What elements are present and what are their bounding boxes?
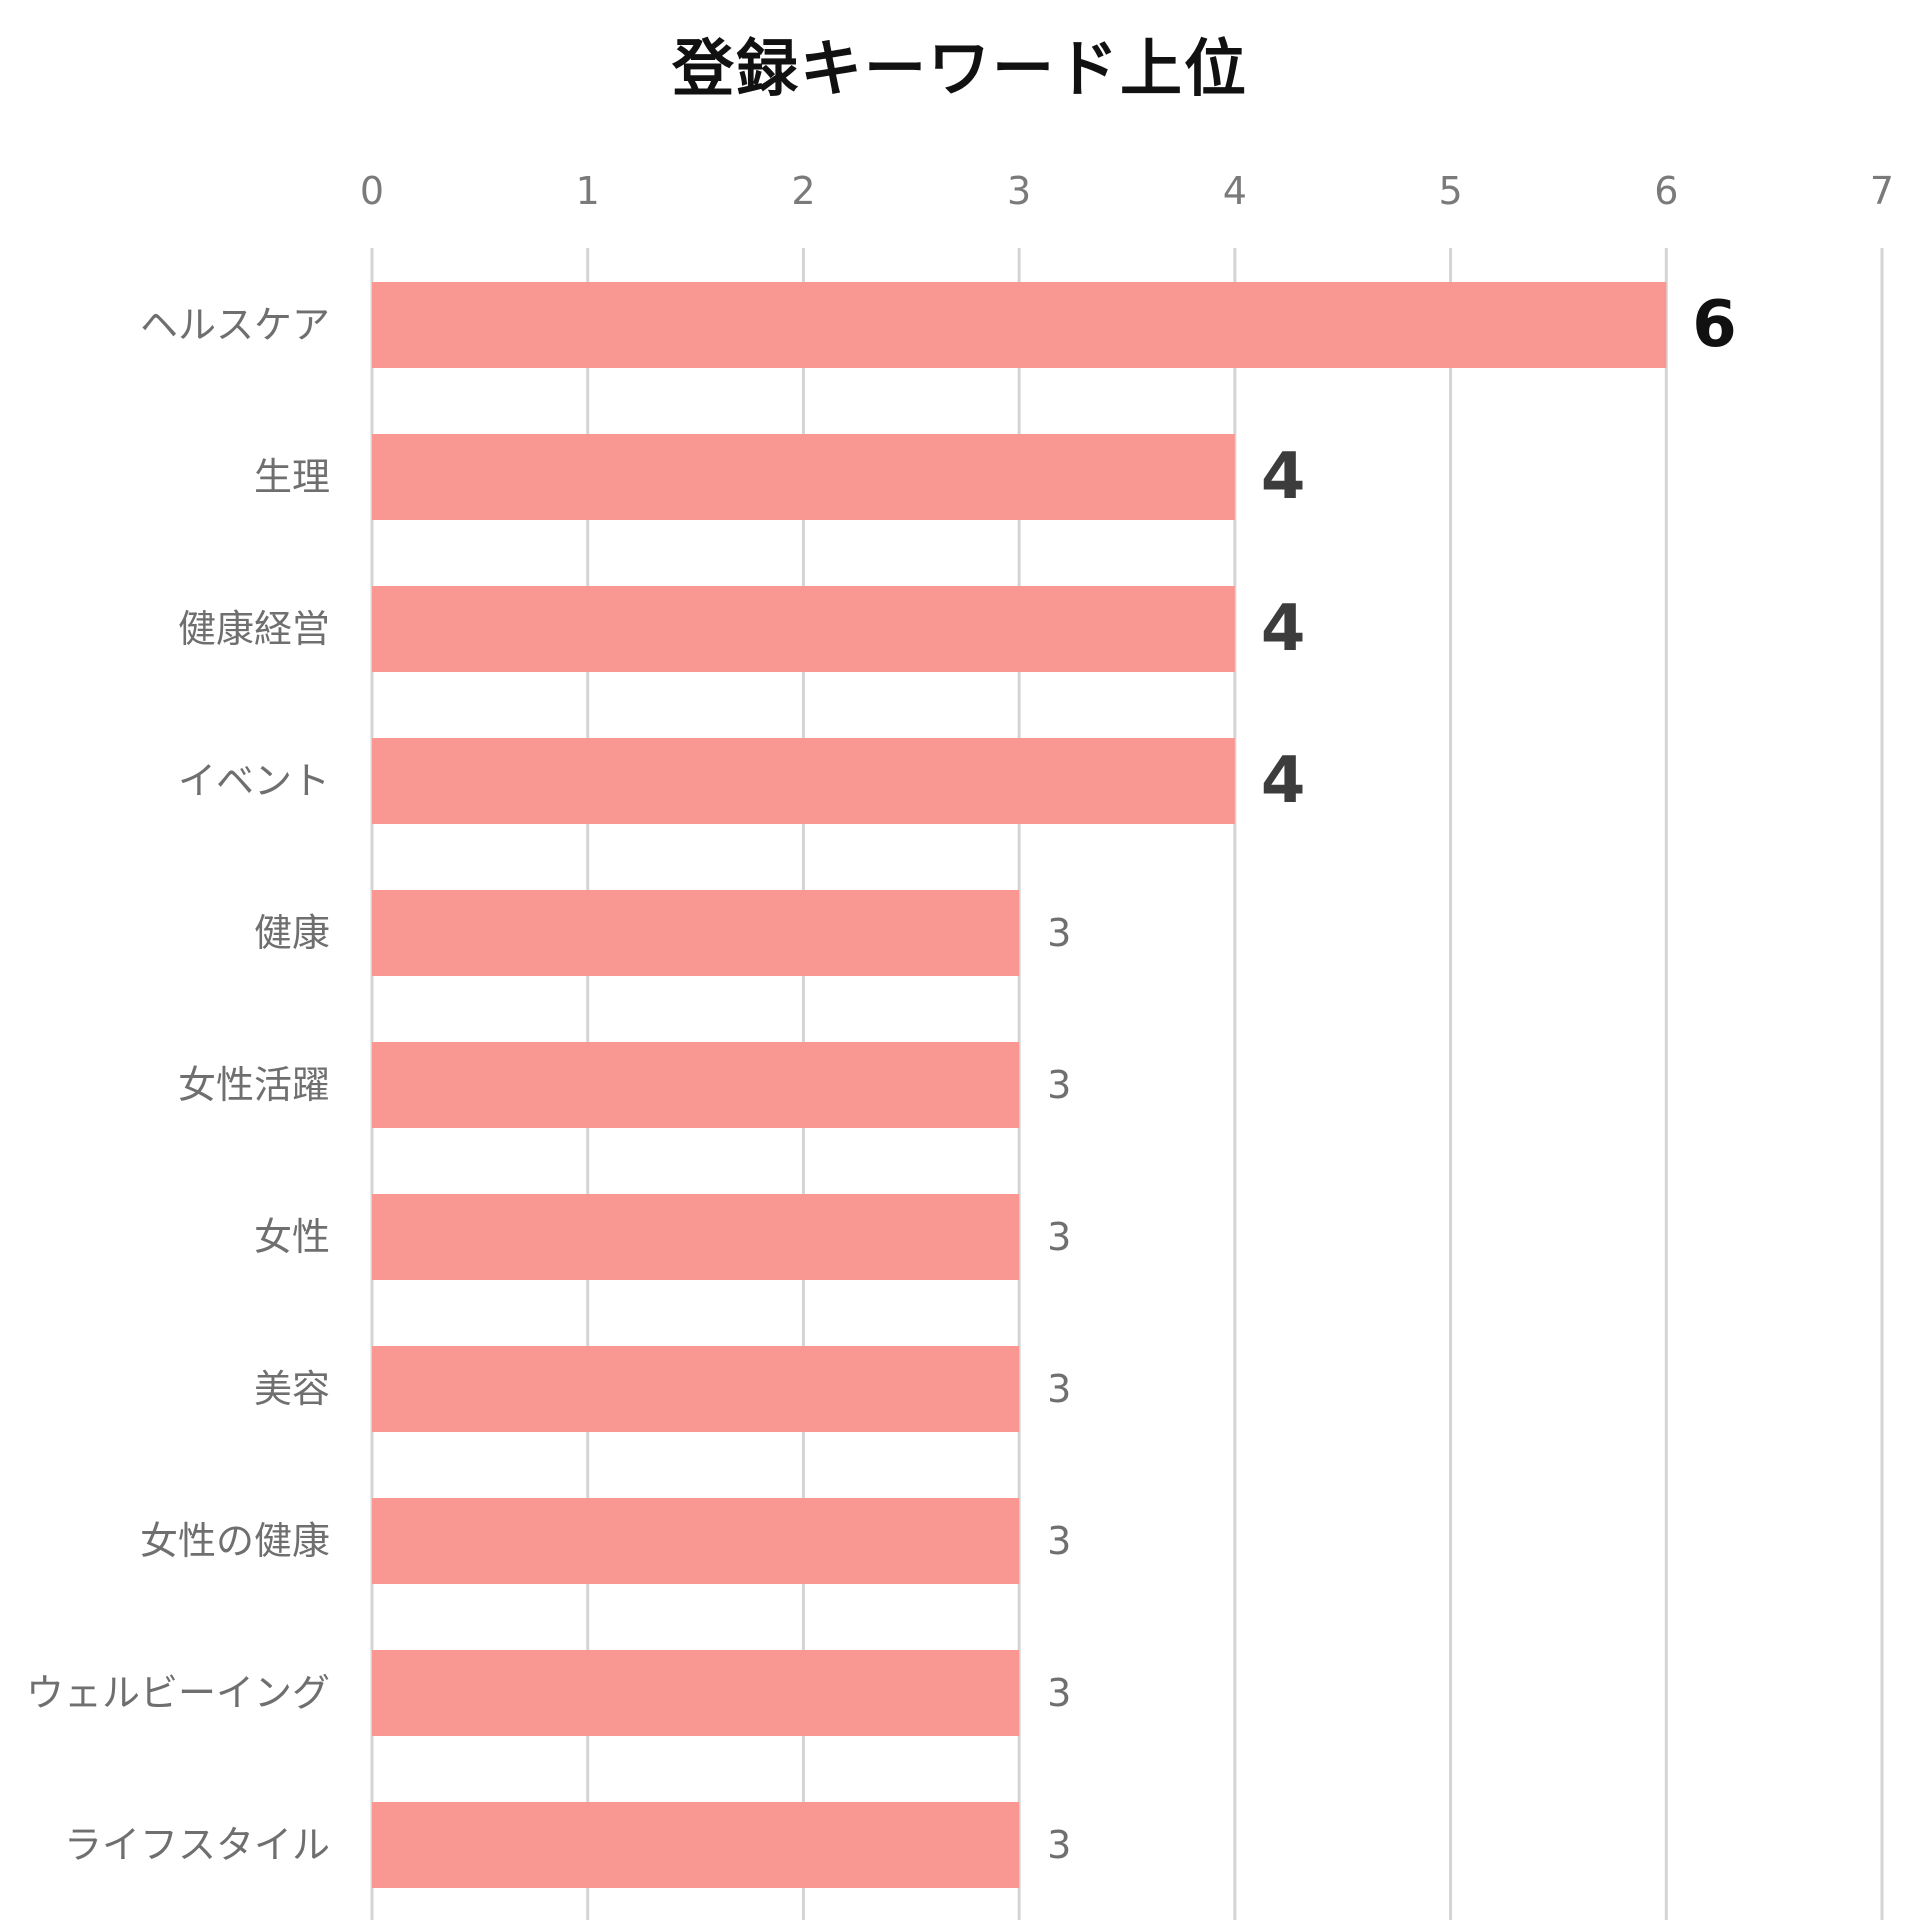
category-label: 生理: [254, 455, 330, 499]
data-label: 4: [1261, 744, 1306, 818]
x-tick-label: 5: [1438, 169, 1462, 213]
category-label: ヘルスケア: [140, 303, 330, 347]
data-label: 6: [1692, 288, 1737, 362]
data-label: 4: [1261, 592, 1306, 666]
category-label: ライフスタイル: [64, 1823, 330, 1867]
bar: [372, 1498, 1020, 1584]
data-label: 3: [1047, 1063, 1071, 1107]
category-label: 健康: [254, 911, 330, 955]
bar: [372, 1346, 1020, 1432]
chart-title: 登録キーワード上位: [671, 32, 1248, 105]
data-label: 3: [1047, 1823, 1071, 1867]
x-tick-label: 3: [1007, 169, 1031, 213]
bar: [372, 1194, 1020, 1280]
x-tick-label: 1: [576, 169, 600, 213]
category-label: 女性: [254, 1215, 330, 1259]
data-label: 3: [1047, 1519, 1071, 1563]
bar: [372, 434, 1235, 520]
data-label: 3: [1047, 911, 1071, 955]
category-label: イベント: [178, 759, 330, 803]
category-label: 美容: [254, 1367, 330, 1411]
bar: [372, 1042, 1020, 1128]
category-label: ウェルビーイング: [26, 1671, 330, 1715]
x-tick-label: 4: [1223, 169, 1247, 213]
bar: [372, 586, 1235, 672]
x-tick-label: 0: [360, 169, 384, 213]
data-label: 4: [1261, 440, 1306, 514]
bar: [372, 890, 1020, 976]
data-label: 3: [1047, 1671, 1071, 1715]
bar: [372, 282, 1667, 368]
bar: [372, 738, 1235, 824]
category-label: 女性活躍: [178, 1063, 330, 1107]
x-tick-label: 7: [1870, 169, 1894, 213]
x-tick-label: 2: [791, 169, 815, 213]
bar: [372, 1802, 1020, 1888]
x-tick-label: 6: [1654, 169, 1678, 213]
data-label: 3: [1047, 1367, 1071, 1411]
data-label: 3: [1047, 1215, 1071, 1259]
category-label: 女性の健康: [140, 1519, 330, 1563]
bar: [372, 1650, 1020, 1736]
category-label: 健康経営: [178, 607, 330, 651]
